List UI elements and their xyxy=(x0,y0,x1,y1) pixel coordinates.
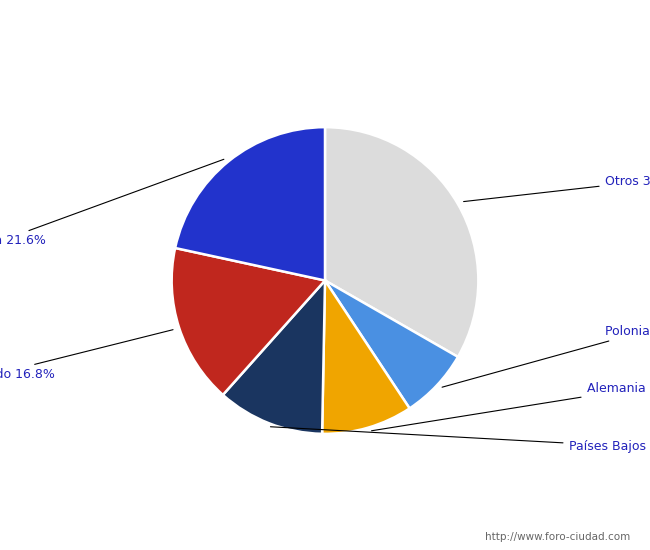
Text: http://www.foro-ciudad.com: http://www.foro-ciudad.com xyxy=(486,532,630,542)
Text: Otros 33.3%: Otros 33.3% xyxy=(463,175,650,201)
Text: Países Bajos 11.3%: Países Bajos 11.3% xyxy=(270,427,650,453)
Text: Francia 21.6%: Francia 21.6% xyxy=(0,160,224,248)
Wedge shape xyxy=(172,248,325,395)
Text: Flix - Turistas extranjeros según país - Abril de 2024: Flix - Turistas extranjeros según país -… xyxy=(68,12,582,30)
Wedge shape xyxy=(325,280,458,409)
Wedge shape xyxy=(322,280,410,434)
Text: Alemania 9.6%: Alemania 9.6% xyxy=(372,382,650,431)
Wedge shape xyxy=(223,280,325,434)
Wedge shape xyxy=(175,127,325,280)
Text: Reino Unido 16.8%: Reino Unido 16.8% xyxy=(0,329,173,381)
Text: Polonia 7.4%: Polonia 7.4% xyxy=(442,324,650,387)
Wedge shape xyxy=(325,127,478,357)
